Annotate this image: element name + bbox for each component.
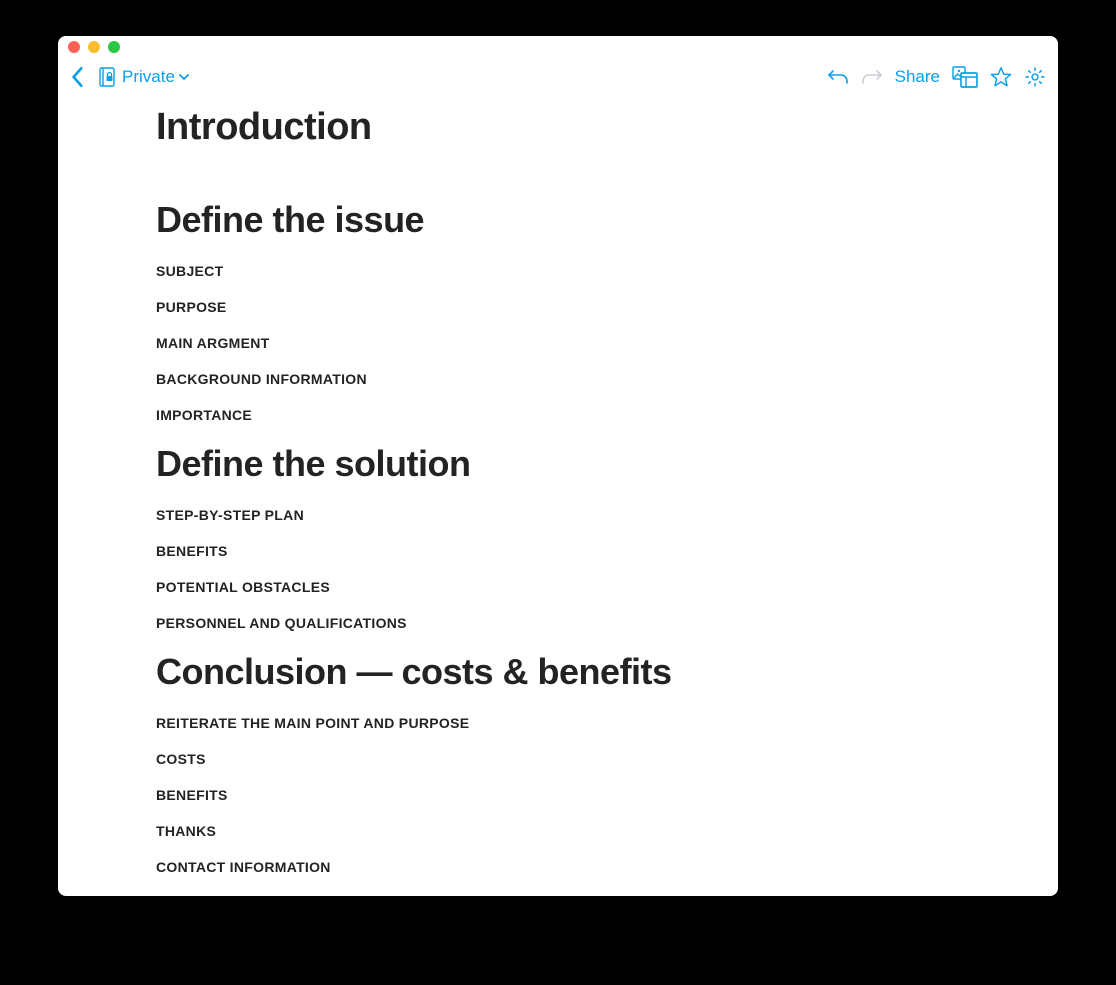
template-button[interactable] (952, 66, 978, 88)
document-body: Introduction Define the issue SUBJECT PU… (156, 106, 936, 875)
favorite-button[interactable] (990, 66, 1012, 88)
privacy-label: Private (122, 67, 175, 87)
toolbar-right: Share (827, 66, 1046, 88)
chevron-left-icon (70, 66, 86, 88)
star-icon (990, 66, 1012, 88)
outline-item: CONTACT INFORMATION (156, 859, 936, 875)
outline-item: BENEFITS (156, 543, 936, 559)
section-heading: Define the issue (156, 199, 936, 241)
outline-item: PURPOSE (156, 299, 936, 315)
app-window: Private Share (58, 36, 1058, 896)
chevron-down-icon (179, 73, 189, 81)
document-title: Introduction (156, 106, 936, 149)
outline-item: POTENTIAL OBSTACLES (156, 579, 936, 595)
back-button[interactable] (70, 66, 86, 88)
privacy-selector[interactable]: Private (98, 66, 189, 88)
share-button[interactable]: Share (895, 67, 940, 87)
section: Define the issue SUBJECT PURPOSE MAIN AR… (156, 199, 936, 423)
notebook-lock-icon (98, 66, 118, 88)
titlebar (58, 36, 1058, 58)
section: Define the solution STEP-BY-STEP PLAN BE… (156, 443, 936, 631)
settings-button[interactable] (1024, 66, 1046, 88)
outline-item: PERSONNEL AND QUALIFICATIONS (156, 615, 936, 631)
outline-item: STEP-BY-STEP PLAN (156, 507, 936, 523)
undo-button[interactable] (827, 67, 849, 87)
redo-icon (861, 67, 883, 87)
window-close-button[interactable] (68, 41, 80, 53)
document-content: Introduction Define the issue SUBJECT PU… (58, 96, 1058, 896)
outline-item: SUBJECT (156, 263, 936, 279)
outline-item: BACKGROUND INFORMATION (156, 371, 936, 387)
toolbar-left: Private (70, 66, 189, 88)
section-heading: Conclusion — costs & benefits (156, 651, 936, 693)
redo-button (861, 67, 883, 87)
undo-icon (827, 67, 849, 87)
window-zoom-button[interactable] (108, 41, 120, 53)
window-minimize-button[interactable] (88, 41, 100, 53)
toolbar: Private Share (58, 58, 1058, 96)
outline-item: REITERATE THE MAIN POINT AND PURPOSE (156, 715, 936, 731)
outline-item: COSTS (156, 751, 936, 767)
outline-item: IMPORTANCE (156, 407, 936, 423)
gear-icon (1024, 66, 1046, 88)
section-heading: Define the solution (156, 443, 936, 485)
outline-item: THANKS (156, 823, 936, 839)
template-icon (952, 66, 978, 88)
outline-item: MAIN ARGMENT (156, 335, 936, 351)
outline-item: BENEFITS (156, 787, 936, 803)
section: Conclusion — costs & benefits REITERATE … (156, 651, 936, 875)
